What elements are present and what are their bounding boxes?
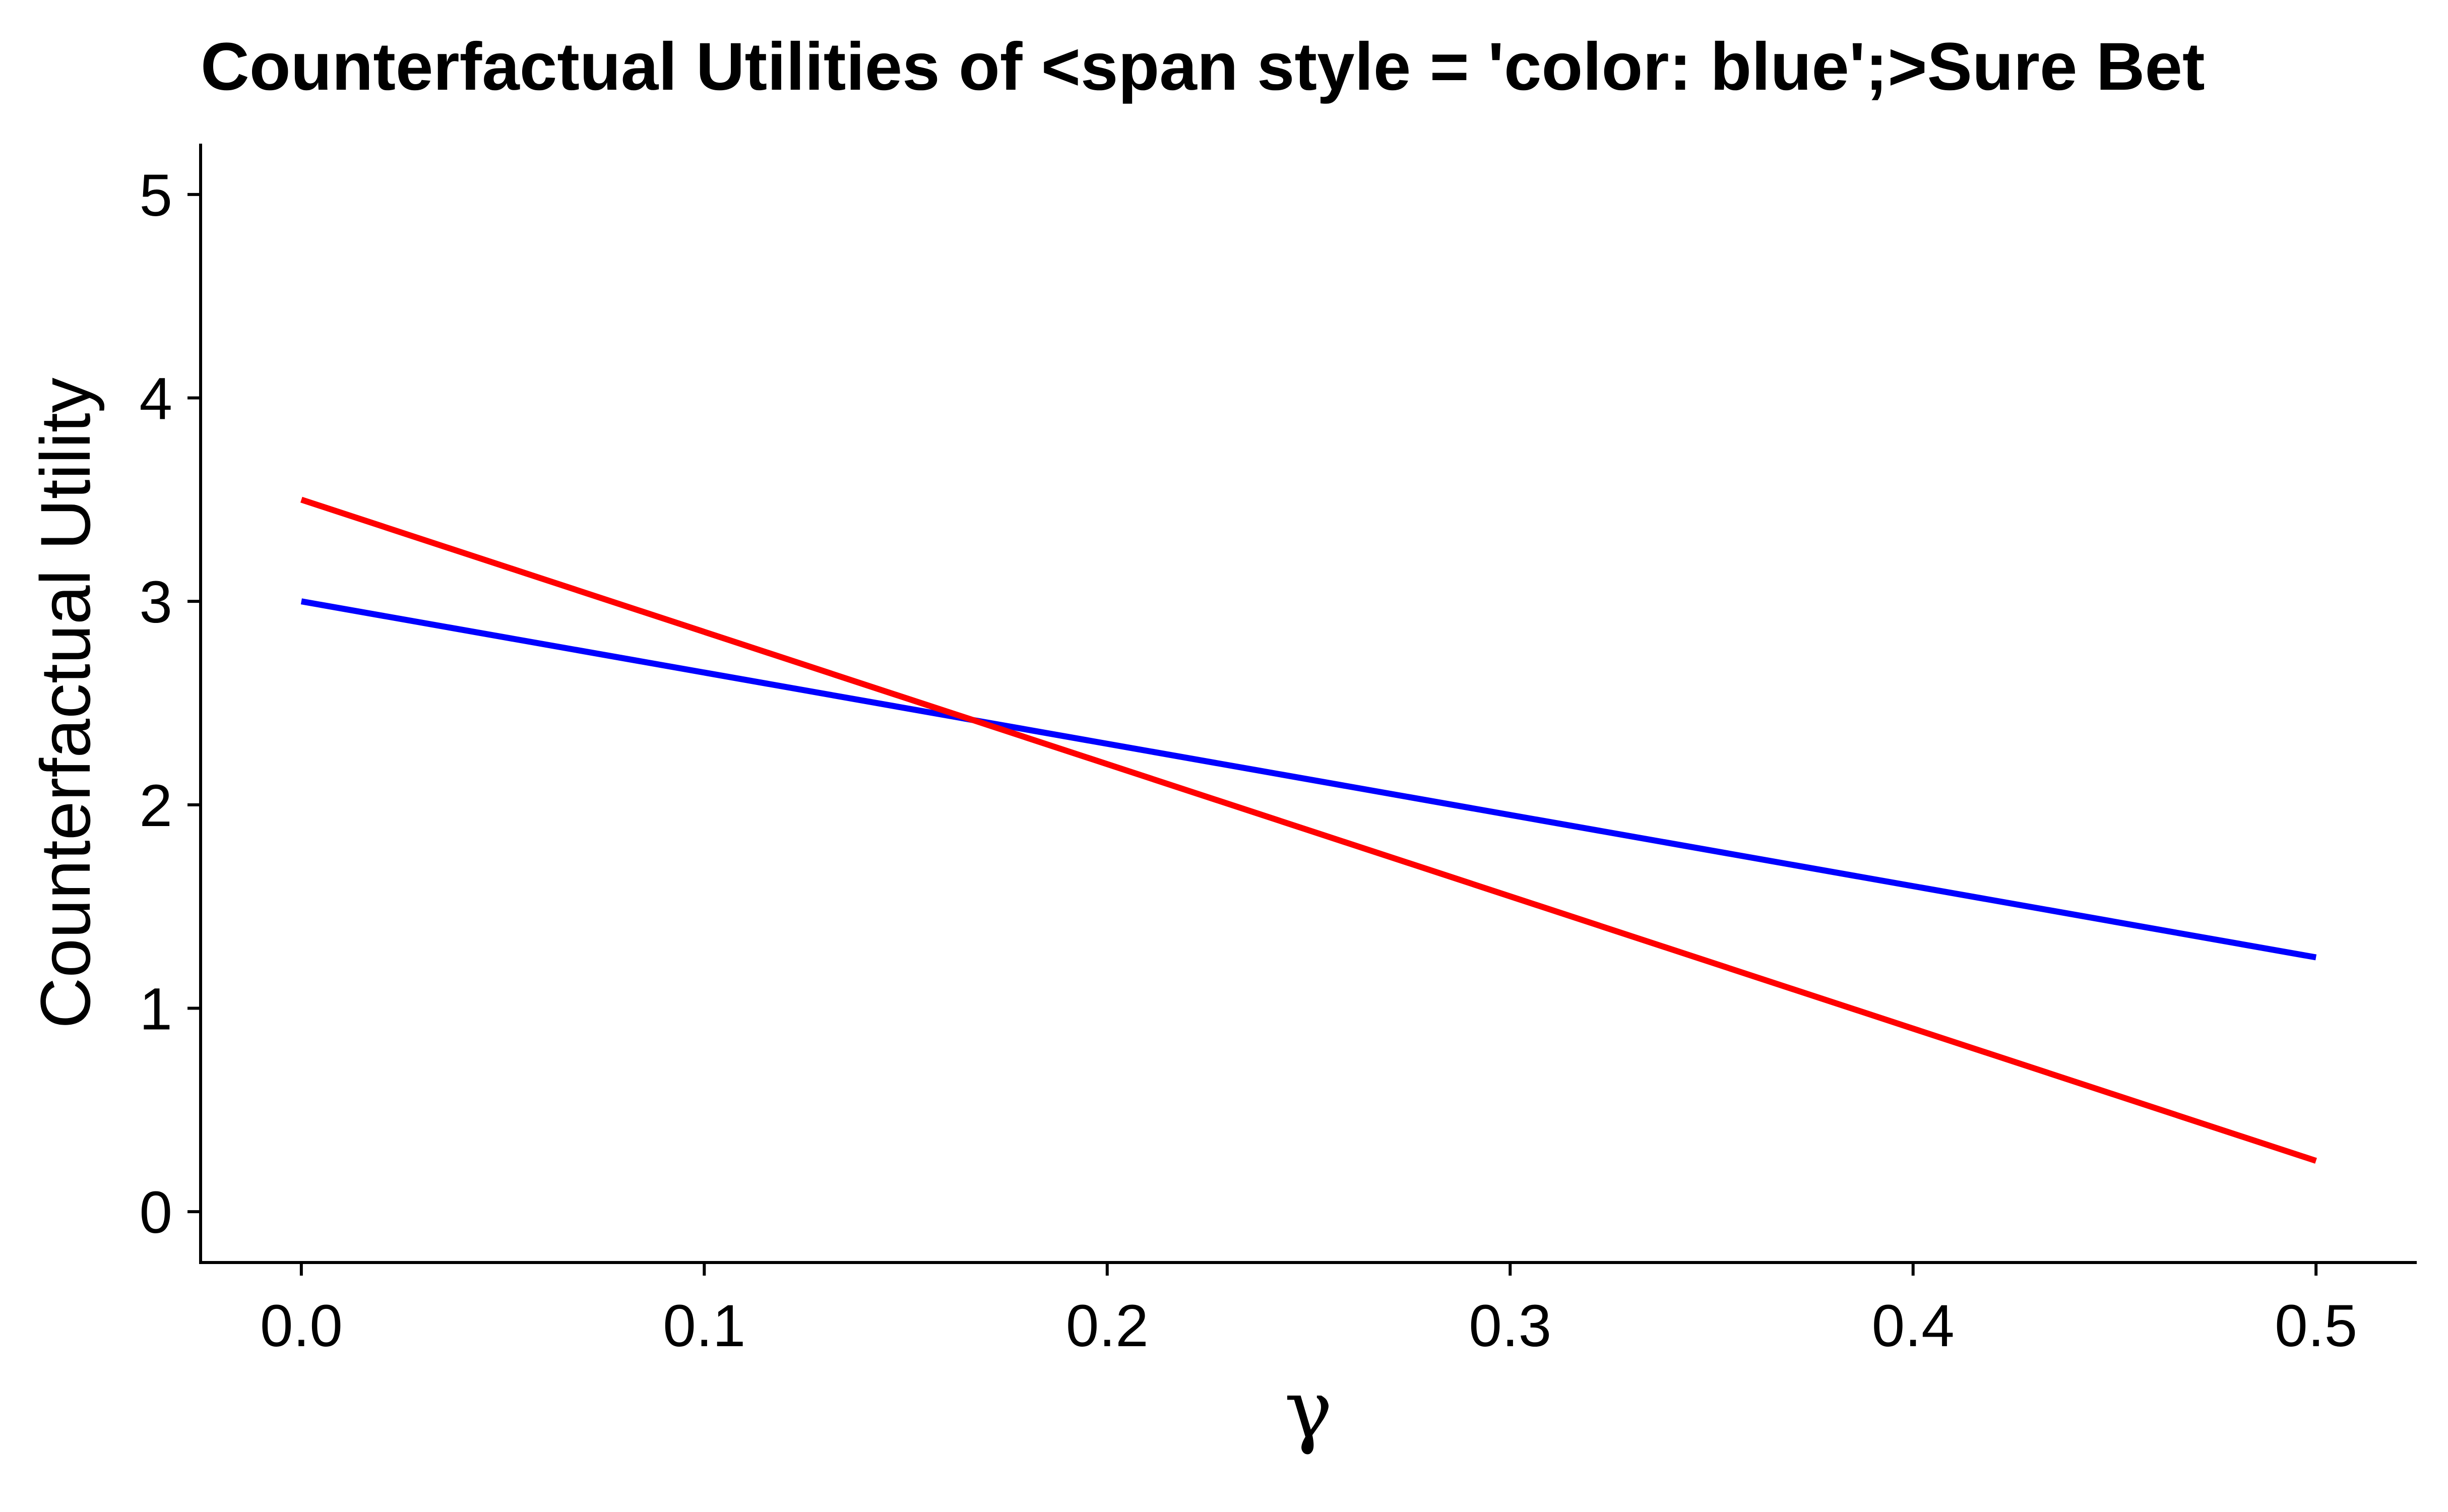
plot-area: 0 1 2 3 4 5 0.0 0.1 0.2 0.3 0.4 0.5 bbox=[139, 144, 2417, 1359]
y-axis-ticks: 0 1 2 3 4 5 bbox=[139, 162, 201, 1246]
x-axis-label: γ bbox=[1284, 1362, 1333, 1457]
x-tick-label: 0.3 bbox=[1469, 1293, 1551, 1359]
x-axis-ticks: 0.0 0.1 0.2 0.3 0.4 0.5 bbox=[260, 1263, 2357, 1359]
x-tick-label: 0.1 bbox=[663, 1293, 745, 1359]
y-tick-label: 5 bbox=[139, 162, 172, 229]
x-tick-label: 0.2 bbox=[1066, 1293, 1149, 1359]
x-tick-label: 0.0 bbox=[260, 1293, 343, 1359]
y-tick-label: 0 bbox=[139, 1179, 172, 1246]
chart-title: Counterfactual Utilities of <span style … bbox=[201, 29, 2205, 104]
red-series-line bbox=[300, 496, 2317, 1164]
x-tick-label: 0.4 bbox=[1872, 1293, 1955, 1359]
y-tick-label: 1 bbox=[139, 976, 172, 1042]
series-group bbox=[300, 496, 2317, 1164]
blue-series-line bbox=[300, 598, 2317, 961]
y-tick-label: 3 bbox=[139, 569, 172, 636]
y-axis-label: Counterfactual Utility bbox=[26, 377, 105, 1029]
x-tick-label: 0.5 bbox=[2275, 1293, 2357, 1359]
y-tick-label: 4 bbox=[139, 366, 172, 432]
y-tick-label: 2 bbox=[139, 773, 172, 839]
